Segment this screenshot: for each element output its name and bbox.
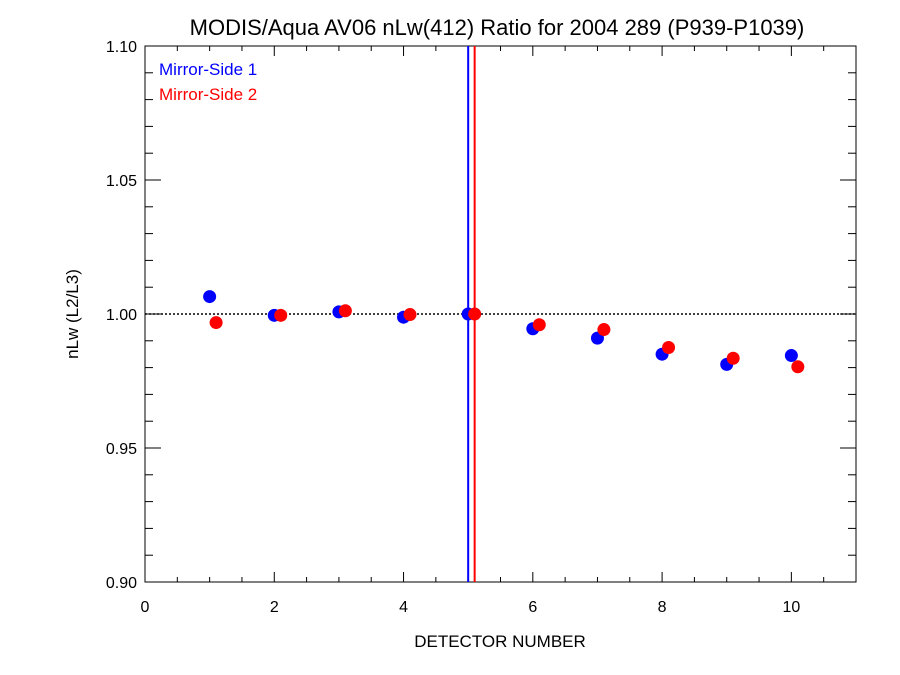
y-tick-label: 0.95 <box>106 441 137 458</box>
data-point-series-2 <box>274 308 288 322</box>
x-axis-label: DETECTOR NUMBER <box>414 632 586 651</box>
data-point-series-2 <box>209 316 223 330</box>
y-tick-label: 1.00 <box>106 307 137 324</box>
data-point-series-2 <box>726 351 740 365</box>
y-tick-label: 1.05 <box>106 173 137 190</box>
x-tick-label: 0 <box>141 599 150 616</box>
data-point-series-2 <box>662 341 676 354</box>
x-tick-label: 10 <box>782 599 800 616</box>
data-point-series-2 <box>791 360 805 374</box>
chart-title: MODIS/Aqua AV06 nLw(412) Ratio for 2004 … <box>190 15 805 40</box>
data-point-series-1 <box>203 290 217 304</box>
x-tick-label: 2 <box>270 599 279 616</box>
y-tick-label: 0.90 <box>106 575 137 592</box>
legend-item-mirror-side-2: Mirror-Side 2 <box>159 85 257 104</box>
x-tick-label: 4 <box>399 599 408 616</box>
data-point-series-2 <box>532 318 546 332</box>
data-point-series-2 <box>338 304 352 318</box>
y-tick-label: 1.10 <box>106 39 137 56</box>
y-tick-labels: 0.90 0.95 1.00 1.05 1.10 <box>106 39 137 592</box>
x-tick-label: 8 <box>658 599 667 616</box>
y-axis-label: nLw (L2/L3) <box>63 269 82 359</box>
data-point-series-2 <box>597 323 611 337</box>
data-point-series-1 <box>784 349 798 363</box>
x-tick-labels: 0 2 4 6 8 10 <box>141 599 801 616</box>
data-point-series-2 <box>468 307 482 321</box>
legend-item-mirror-side-1: Mirror-Side 1 <box>159 60 257 79</box>
data-point-series-2 <box>403 308 417 322</box>
x-tick-label: 6 <box>528 599 537 616</box>
data-points <box>203 290 805 374</box>
